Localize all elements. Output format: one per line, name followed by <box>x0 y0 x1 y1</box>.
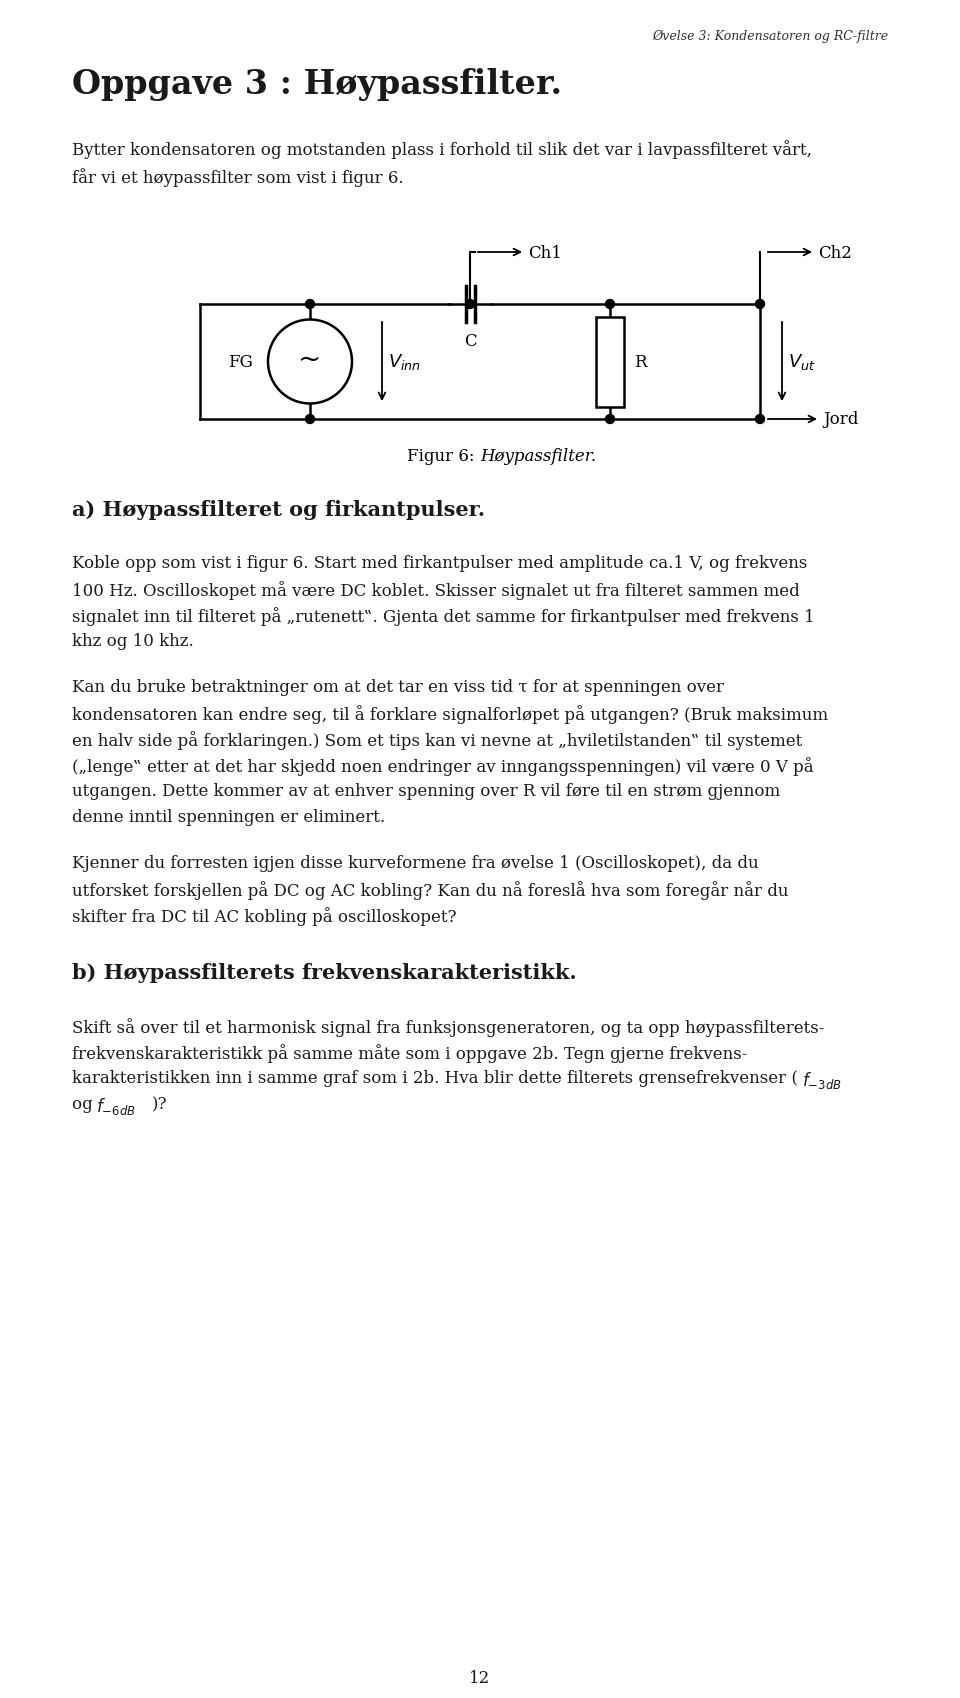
Text: khz og 10 khz.: khz og 10 khz. <box>72 633 194 650</box>
Text: Ch1: Ch1 <box>528 245 562 261</box>
Circle shape <box>305 416 315 424</box>
Text: Høypassfilter.: Høypassfilter. <box>480 448 596 465</box>
Text: frekvenskarakteristikk på samme måte som i oppgave 2b. Tegn gjerne frekvens-: frekvenskarakteristikk på samme måte som… <box>72 1043 748 1063</box>
Text: b) Høypassfilterets frekvenskarakteristikk.: b) Høypassfilterets frekvenskarakteristi… <box>72 963 577 983</box>
Text: og: og <box>72 1095 98 1112</box>
Circle shape <box>466 301 474 309</box>
Text: 100 Hz. Oscilloskopet må være DC koblet. Skisser signalet ut fra filteret sammen: 100 Hz. Oscilloskopet må være DC koblet.… <box>72 581 800 599</box>
Text: („lenge‟ etter at det har skjedd noen endringer av inngangsspenningen) vil være : („lenge‟ etter at det har skjedd noen en… <box>72 757 814 776</box>
Text: Kan du bruke betraktninger om at det tar en viss tid τ for at spenningen over: Kan du bruke betraktninger om at det tar… <box>72 679 724 696</box>
Text: signalet inn til filteret på „rutenett‟. Gjenta det samme for firkantpulser med : signalet inn til filteret på „rutenett‟.… <box>72 606 815 625</box>
Text: Øvelse 3: Kondensatoren og RC-filtre: Øvelse 3: Kondensatoren og RC-filtre <box>652 31 888 42</box>
Bar <box>596 318 624 408</box>
Text: $f_{-6dB}$: $f_{-6dB}$ <box>96 1095 135 1116</box>
Text: Bytter kondensatoren og motstanden plass i forhold til slik det var i lavpassfil: Bytter kondensatoren og motstanden plass… <box>72 139 812 160</box>
Circle shape <box>756 301 764 309</box>
Text: kondensatoren kan endre seg, til å forklare signalforløpet på utgangen? (Bruk ma: kondensatoren kan endre seg, til å forkl… <box>72 705 828 723</box>
Text: )?: )? <box>152 1095 167 1112</box>
Circle shape <box>606 416 614 424</box>
Text: utgangen. Dette kommer av at enhver spenning over R vil føre til en strøm gjenno: utgangen. Dette kommer av at enhver spen… <box>72 783 780 800</box>
Text: C: C <box>464 333 476 350</box>
Text: en halv side på forklaringen.) Som et tips kan vi nevne at „hviletilstanden‟ til: en halv side på forklaringen.) Som et ti… <box>72 730 803 749</box>
Text: Ch2: Ch2 <box>818 245 852 261</box>
Text: utforsket forskjellen på DC og AC kobling? Kan du nå foreslå hva som foregår når: utforsket forskjellen på DC og AC koblin… <box>72 881 788 900</box>
Text: 12: 12 <box>469 1669 491 1686</box>
Text: får vi et høypassfilter som vist i figur 6.: får vi et høypassfilter som vist i figur… <box>72 168 403 187</box>
Text: Figur 6:: Figur 6: <box>407 448 480 465</box>
Text: R: R <box>634 353 646 370</box>
Text: Jord: Jord <box>823 411 858 428</box>
Text: FG: FG <box>228 353 253 370</box>
Text: $V_{inn}$: $V_{inn}$ <box>388 351 420 372</box>
Circle shape <box>606 301 614 309</box>
Text: Koble opp som vist i figur 6. Start med firkantpulser med amplitude ca.1 V, og f: Koble opp som vist i figur 6. Start med … <box>72 555 807 572</box>
Circle shape <box>305 301 315 309</box>
Text: karakteristikken inn i samme graf som i 2b. Hva blir dette filterets grensefrekv: karakteristikken inn i samme graf som i … <box>72 1070 798 1087</box>
Text: denne inntil spenningen er eliminert.: denne inntil spenningen er eliminert. <box>72 808 385 825</box>
Text: ~: ~ <box>299 346 322 374</box>
Circle shape <box>268 321 352 404</box>
Text: Oppgave 3 : Høypassfilter.: Oppgave 3 : Høypassfilter. <box>72 68 563 100</box>
Text: skifter fra DC til AC kobling på oscilloskopet?: skifter fra DC til AC kobling på oscillo… <box>72 907 457 925</box>
Text: a) Høypassfilteret og firkantpulser.: a) Høypassfilteret og firkantpulser. <box>72 499 485 520</box>
Circle shape <box>756 416 764 424</box>
Text: $f_{-3dB}$: $f_{-3dB}$ <box>802 1070 842 1090</box>
Text: Skift så over til et harmonisk signal fra funksjonsgeneratoren, og ta opp høypas: Skift så over til et harmonisk signal fr… <box>72 1017 825 1036</box>
Text: Kjenner du forresten igjen disse kurveformene fra øvelse 1 (Oscilloskopet), da d: Kjenner du forresten igjen disse kurvefo… <box>72 854 758 871</box>
Text: $V_{ut}$: $V_{ut}$ <box>788 351 816 372</box>
